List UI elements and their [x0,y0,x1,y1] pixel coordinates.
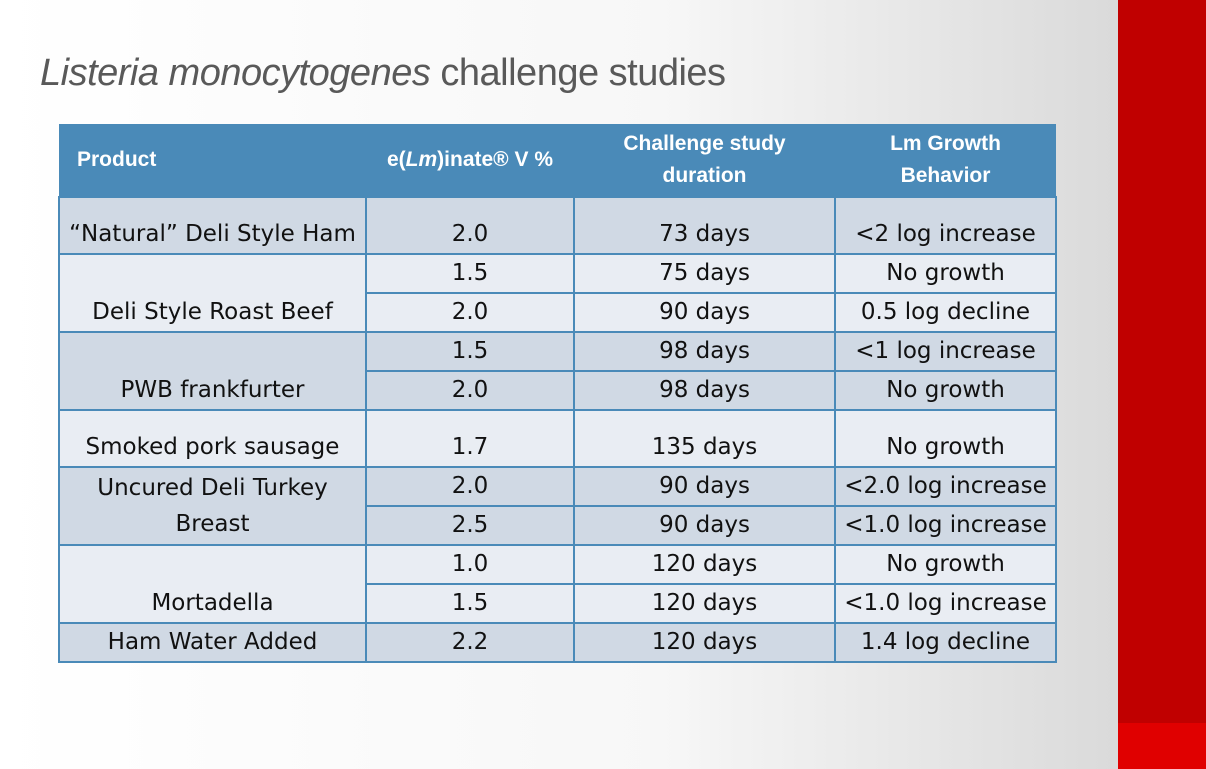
results-table: Product e(Lm)inate® V % Challenge study … [58,124,1057,663]
table-cell: 1.5 [365,583,575,624]
table-cell: <2.0 log increase [834,466,1057,507]
table-cell: 120 days [573,622,836,663]
table-cell: <1.0 log increase [834,505,1057,546]
table-row: 1.5 120 days <1.0 log increase [59,583,1057,624]
table-row: 2.5 90 days <1.0 log increase [59,505,1057,546]
table-row: Smoked pork sausage 1.7 135 days No growth [58,409,1057,468]
product-cell: Uncured Deli Turkey Breast [58,466,367,546]
title-italic: Listeria monocytogenes [40,52,431,94]
table-cell: 2.2 [365,622,575,663]
table-cell: 2.0 [365,292,575,333]
title-text: challenge studies [440,52,726,94]
table-cell: 2.5 [365,505,575,546]
table-row: 2.0 90 days 0.5 log decline [59,292,1057,333]
accent-bar [1118,0,1206,723]
header-cell: e(Lm)inate® V % [366,124,574,197]
product-cell: Smoked pork sausage [58,409,367,468]
table-row: Ham Water Added 2.2 120 days 1.4 log declin… [58,622,1057,663]
table-cell: 98 days [573,370,836,411]
product-cell: Deli Style Roast Beef [58,253,367,333]
table-row: PWB frankfurter 1.5 98 days <1 log increase [58,331,1057,411]
header-text: Lm [405,148,438,171]
header-text: )inate® V % [437,148,553,171]
table-cell: No growth [834,253,1057,294]
header-text: e( [386,148,406,171]
header-cell: Lm Growth Behavior [835,124,1056,197]
header-text: Lm Growth Behavior [890,132,1001,187]
table-cell: 120 days [573,583,836,624]
table-cell: 1.5 [365,331,575,372]
table-row: Uncured Deli Turkey Breast 2.0 90 days <2.0… [58,466,1057,546]
table-cell: <2 log increase [834,196,1057,255]
table-cell: 1.5 [365,253,575,294]
table-cell: 73 days [573,196,836,255]
table-cell: 1.0 [365,544,575,585]
table-cell: 120 days [573,544,836,585]
table-cell: 2.0 [365,196,575,255]
table-cell: No growth [834,544,1057,585]
header-cell: Product [59,124,366,197]
header-text: Challenge study duration [623,132,786,187]
table-row: “Natural” Deli Style Ham 2.0 73 days <2 log… [58,196,1057,255]
table-cell: No growth [834,409,1057,468]
table-cell: 90 days [573,466,836,507]
product-cell: Mortadella [58,544,367,624]
table-cell: 90 days [573,292,836,333]
table-cell: 75 days [573,253,836,294]
table-cell: <1.0 log increase [834,583,1057,624]
table-cell: 0.5 log decline [834,292,1057,333]
table-cell: 2.0 [365,466,575,507]
header-cell: Challenge study duration [574,124,835,197]
product-cell: “Natural” Deli Style Ham [58,196,367,255]
table-row: 2.0 98 days No growth [59,370,1057,411]
header-row: Product e(Lm)inate® V % Challenge study … [59,124,1056,197]
table-cell: 135 days [573,409,836,468]
table-row: Mortadella 1.0 120 days No growth [58,544,1057,624]
table-cell: 2.0 [365,370,575,411]
table-row: Deli Style Roast Beef 1.5 75 days No growth [58,253,1057,333]
table-cell: 1.7 [365,409,575,468]
table-cell: <1 log increase [834,331,1057,372]
accent-bar-bottom [1118,723,1206,769]
slide-title: Listeria monocytogenes challenge studies [40,52,726,95]
table-cell: 98 days [573,331,836,372]
table-cell: 90 days [573,505,836,546]
table-cell: 1.4 log decline [834,622,1057,663]
table-cell: No growth [834,370,1057,411]
table-body: “Natural” Deli Style Ham 2.0 73 days <2 log… [58,196,1057,663]
product-cell: Ham Water Added [58,622,367,663]
product-cell: PWB frankfurter [58,331,367,411]
